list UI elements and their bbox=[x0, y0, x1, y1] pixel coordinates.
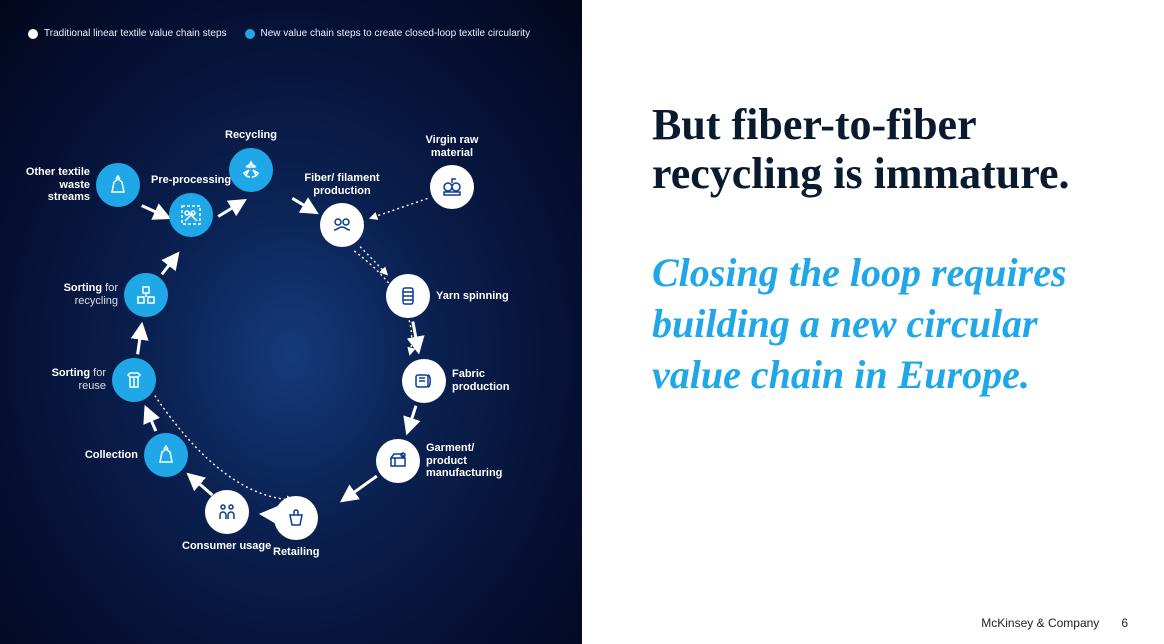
collection-label: Collection bbox=[85, 449, 138, 462]
fabric-icon bbox=[402, 359, 446, 403]
sort-reuse-label: Sorting for reuse bbox=[38, 367, 106, 392]
other-waste-label: Other textile waste streams bbox=[22, 166, 90, 204]
yarn-icon bbox=[386, 274, 430, 318]
sort-recycle-label: Sorting for recycling bbox=[50, 282, 118, 307]
consumer-label: Consumer usage bbox=[182, 540, 271, 553]
node-recycling: Recycling bbox=[225, 129, 277, 192]
garment-label: Garment/ product manufacturing bbox=[426, 442, 516, 480]
consumer-icon bbox=[205, 490, 249, 534]
page-heading: But fiber-to-fiber recycling is immature… bbox=[652, 100, 1116, 199]
node-preprocess: Pre-processing bbox=[151, 174, 231, 237]
node-other-waste: Other textile waste streams bbox=[22, 163, 140, 207]
diagram-nodes: Virgin raw material Fiber/ filament produ… bbox=[0, 0, 582, 644]
fabric-label: Fabric production bbox=[452, 368, 542, 393]
node-collection: Collection bbox=[70, 433, 188, 477]
other-waste-icon bbox=[96, 163, 140, 207]
recycling-label: Recycling bbox=[225, 129, 277, 142]
page-subheading: Closing the loop requires building a new… bbox=[652, 247, 1116, 401]
node-garment: Garment/ product manufacturing bbox=[376, 439, 516, 483]
footer: McKinsey & Company 6 bbox=[981, 616, 1128, 630]
footer-page: 6 bbox=[1121, 616, 1128, 630]
slide: Traditional linear textile value chain s… bbox=[0, 0, 1164, 644]
footer-company: McKinsey & Company bbox=[981, 616, 1099, 630]
node-sort-reuse: Sorting for reuse bbox=[38, 358, 156, 402]
retail-icon bbox=[274, 496, 318, 540]
retail-label: Retailing bbox=[273, 546, 319, 559]
yarn-label: Yarn spinning bbox=[436, 290, 509, 303]
recycling-icon bbox=[229, 148, 273, 192]
fiber-prod-label: Fiber/ filament production bbox=[297, 172, 387, 197]
garment-icon bbox=[376, 439, 420, 483]
node-sort-recycle: Sorting for recycling bbox=[50, 273, 168, 317]
node-consumer: Consumer usage bbox=[182, 490, 271, 553]
preprocess-label: Pre-processing bbox=[151, 174, 231, 187]
preprocess-icon bbox=[169, 193, 213, 237]
virgin-raw-label: Virgin raw material bbox=[407, 134, 497, 159]
text-panel: But fiber-to-fiber recycling is immature… bbox=[582, 0, 1164, 644]
fiber-prod-icon bbox=[320, 203, 364, 247]
sort-reuse-icon bbox=[112, 358, 156, 402]
node-virgin-raw: Virgin raw material bbox=[407, 134, 497, 209]
node-fabric: Fabric production bbox=[402, 359, 542, 403]
virgin-raw-icon bbox=[430, 165, 474, 209]
collection-icon bbox=[144, 433, 188, 477]
sort-recycle-icon bbox=[124, 273, 168, 317]
diagram-panel: Traditional linear textile value chain s… bbox=[0, 0, 582, 644]
node-retail: Retailing bbox=[273, 496, 319, 559]
node-fiber-prod: Fiber/ filament production bbox=[297, 172, 387, 247]
node-yarn: Yarn spinning bbox=[386, 274, 509, 318]
